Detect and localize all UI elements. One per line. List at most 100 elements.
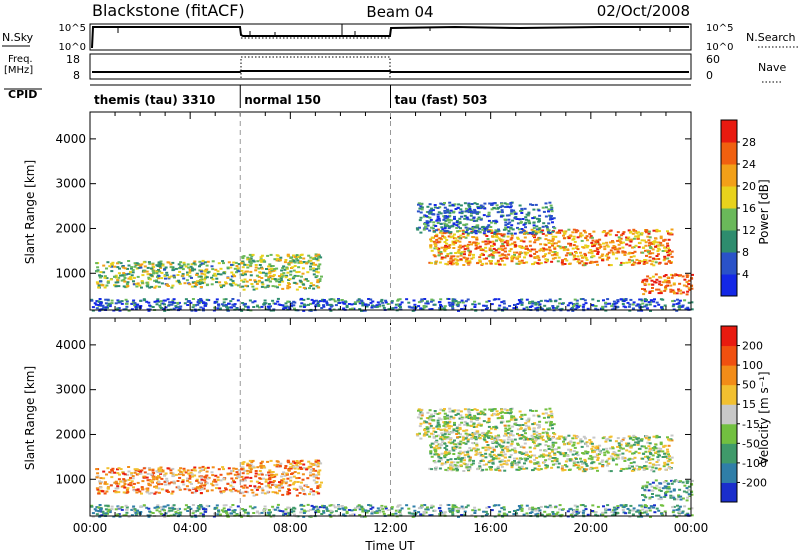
echo-cell xyxy=(132,477,135,479)
echo-cell xyxy=(484,456,487,458)
echo-cell xyxy=(282,272,285,274)
echo-cell xyxy=(250,283,253,285)
echo-cell xyxy=(602,231,605,233)
echo-cell xyxy=(396,300,399,302)
echo-cell xyxy=(482,241,485,243)
echo-cell xyxy=(548,242,551,244)
echo-cell xyxy=(452,465,455,467)
echo-cell xyxy=(165,473,168,475)
echo-cell xyxy=(99,483,102,485)
echo-cell xyxy=(169,469,172,471)
echo-cell xyxy=(475,239,478,241)
echo-cell xyxy=(649,462,652,464)
echo-cell xyxy=(289,484,292,486)
echo-cell xyxy=(162,265,165,267)
echo-cell xyxy=(586,239,589,241)
echo-cell xyxy=(616,299,619,301)
echo-cell xyxy=(641,288,644,290)
echo-cell xyxy=(459,441,462,443)
echo-cell xyxy=(604,441,607,443)
echo-cell xyxy=(171,475,174,477)
colorbar-step xyxy=(721,120,737,143)
echo-cell xyxy=(467,441,470,443)
echo-cell xyxy=(466,453,469,455)
echo-cell xyxy=(501,417,504,419)
echo-cell xyxy=(576,436,579,438)
echo-cell xyxy=(431,237,434,239)
echo-cell xyxy=(544,444,547,446)
echo-cell xyxy=(612,459,615,461)
echo-cell xyxy=(656,250,659,252)
echo-cell xyxy=(104,493,107,495)
echo-cell xyxy=(555,448,558,450)
echo-cell xyxy=(437,428,440,430)
echo-cell xyxy=(641,458,644,460)
echo-cell xyxy=(217,270,220,272)
echo-cell xyxy=(628,467,631,469)
echo-cell xyxy=(246,470,249,472)
echo-cell xyxy=(106,261,109,263)
echo-cell xyxy=(613,451,616,453)
freq-tick-top: 18 xyxy=(66,53,80,66)
echo-cell xyxy=(568,237,571,239)
echo-cell xyxy=(104,277,107,279)
echo-cell xyxy=(525,467,528,469)
echo-cell xyxy=(490,456,493,458)
echo-cell xyxy=(601,254,604,256)
echo-cell xyxy=(255,267,258,269)
echo-cell xyxy=(663,247,666,249)
radar-title: Blackstone (fitACF) xyxy=(92,1,245,20)
echo-cell xyxy=(471,236,474,238)
echo-cell xyxy=(538,215,541,217)
echo-cell xyxy=(492,463,495,465)
echo-cell xyxy=(313,273,316,275)
echo-cell xyxy=(277,461,280,463)
echo-cell xyxy=(450,442,453,444)
echo-cell xyxy=(244,485,247,487)
echo-cell xyxy=(141,480,144,482)
echo-cell xyxy=(447,219,450,221)
echo-cell xyxy=(642,279,645,281)
echo-cell xyxy=(668,233,671,235)
echo-cell xyxy=(281,304,284,306)
echo-cell xyxy=(357,301,360,303)
echo-cell xyxy=(638,262,641,264)
echo-cell xyxy=(467,235,470,237)
echo-cell xyxy=(452,300,455,302)
echo-cell xyxy=(563,237,566,239)
echo-cell xyxy=(435,453,438,455)
echo-cell xyxy=(267,266,270,268)
echo-cell xyxy=(419,232,422,234)
echo-cell xyxy=(478,256,481,258)
echo-cell xyxy=(136,468,139,470)
echo-cell xyxy=(439,203,442,205)
echo-cell xyxy=(577,442,580,444)
echo-cell xyxy=(577,306,580,308)
echo-cell xyxy=(217,479,220,481)
echo-cell xyxy=(163,300,166,302)
echo-cell xyxy=(434,449,437,451)
echo-cell xyxy=(102,265,105,267)
echo-cell xyxy=(466,218,469,220)
echo-cell xyxy=(590,448,593,450)
echo-cell xyxy=(623,300,626,302)
echo-cell xyxy=(491,441,494,443)
echo-cell xyxy=(468,414,471,416)
echo-cell xyxy=(167,261,170,263)
echo-cell xyxy=(200,300,203,302)
echo-cell xyxy=(657,464,660,466)
echo-cell xyxy=(602,299,605,301)
echo-cell xyxy=(134,472,137,474)
echo-cell xyxy=(525,261,528,263)
echo-cell xyxy=(518,452,521,454)
echo-cell xyxy=(267,306,270,308)
echo-cell xyxy=(452,469,455,471)
echo-cell xyxy=(480,460,483,462)
echo-cell xyxy=(493,233,496,235)
echo-cell xyxy=(631,260,634,262)
echo-cell xyxy=(158,481,161,483)
echo-cell xyxy=(145,488,148,490)
echo-cell xyxy=(246,487,249,489)
echo-cell xyxy=(665,285,668,287)
echo-cell xyxy=(483,420,486,422)
